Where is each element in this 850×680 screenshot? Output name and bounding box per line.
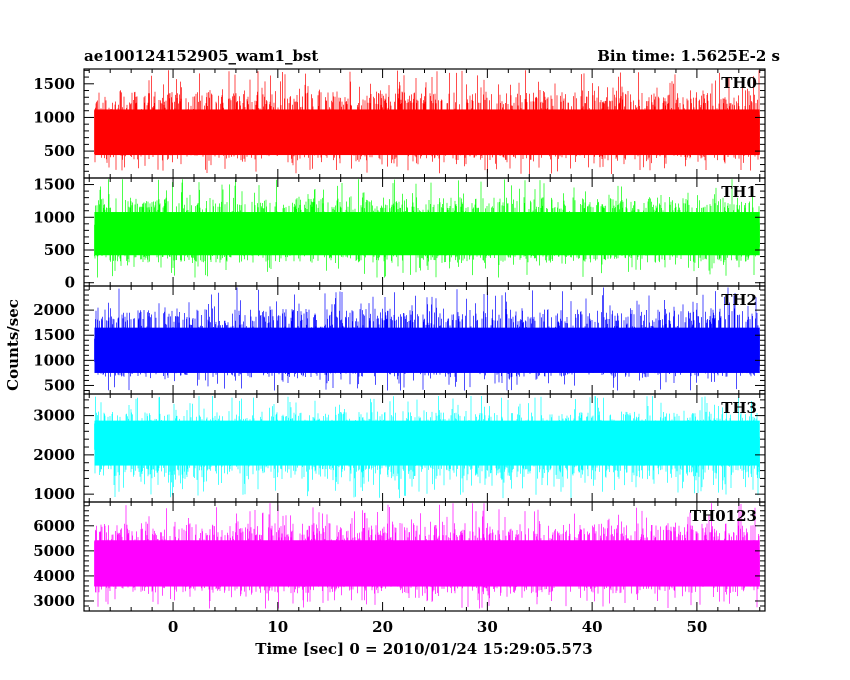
- panel-label: TH2: [721, 291, 757, 309]
- panel-th2: 500 1000 1500 2000 TH2: [33, 285, 766, 395]
- y-tick-label: 3000: [33, 592, 75, 610]
- x-tick-label: 20: [372, 618, 393, 636]
- y-tick-label: 1500: [33, 176, 75, 194]
- y-tick-label: 1000: [33, 108, 75, 126]
- x-tick-label: 50: [686, 618, 707, 636]
- y-tick-label: 2000: [33, 301, 75, 319]
- y-tick-label: 500: [44, 241, 75, 259]
- y-tick-label: 5000: [33, 542, 75, 560]
- y-axis-label: Counts/sec: [4, 299, 22, 391]
- y-tick-label: 2000: [33, 446, 75, 464]
- y-tick-label: 1500: [33, 326, 75, 344]
- x-tick-label: 40: [582, 618, 603, 636]
- panel-label: TH1: [721, 183, 757, 201]
- series-core-th2: [94, 327, 760, 373]
- y-tick-label: 1000: [33, 351, 75, 369]
- y-tick-label: 1500: [33, 75, 75, 93]
- y-tick-label: 4000: [33, 567, 75, 585]
- x-tick-label: 10: [267, 618, 288, 636]
- y-tick-label: 0: [65, 274, 75, 292]
- panel-th3: 1000 2000 3000 TH3: [33, 393, 766, 503]
- series-core-th0: [94, 109, 760, 156]
- series-core-th1: [94, 212, 760, 256]
- y-tick-label: 500: [44, 376, 75, 394]
- x-axis-label: Time [sec] 0 = 2010/01/24 15:29:05.573: [255, 640, 592, 658]
- y-tick-label: 500: [44, 142, 75, 160]
- bin-time-label: Bin time: 1.5625E-2 s: [597, 47, 780, 65]
- y-tick-label: 1000: [33, 208, 75, 226]
- y-tick-label: 3000: [33, 407, 75, 425]
- series-core-th3: [94, 420, 760, 466]
- panel-th0: 500 1000 1500 TH0: [33, 68, 766, 179]
- y-tick-label: 1000: [33, 485, 75, 503]
- chart-title: ae100124152905_wam1_bst: [84, 47, 318, 65]
- panel-label: TH0123: [690, 507, 757, 525]
- y-tick-label: 6000: [33, 517, 75, 535]
- panel-label: TH3: [721, 399, 757, 417]
- panel-th0123: 3000 4000 5000 6000 TH0123: [33, 501, 766, 612]
- panels-group: 500 1000 1500 TH0 0 500 1000 1500 TH1 500 1000 1500…: [33, 68, 766, 612]
- x-tick-label: 0: [168, 618, 178, 636]
- series-core-th0123: [94, 540, 760, 587]
- x-tick-label: 30: [477, 618, 498, 636]
- panel-label: TH0: [721, 74, 757, 92]
- panel-th1: 0 500 1000 1500 TH1: [33, 176, 766, 292]
- x-axis: 0 10 20 30 40 50: [168, 618, 708, 636]
